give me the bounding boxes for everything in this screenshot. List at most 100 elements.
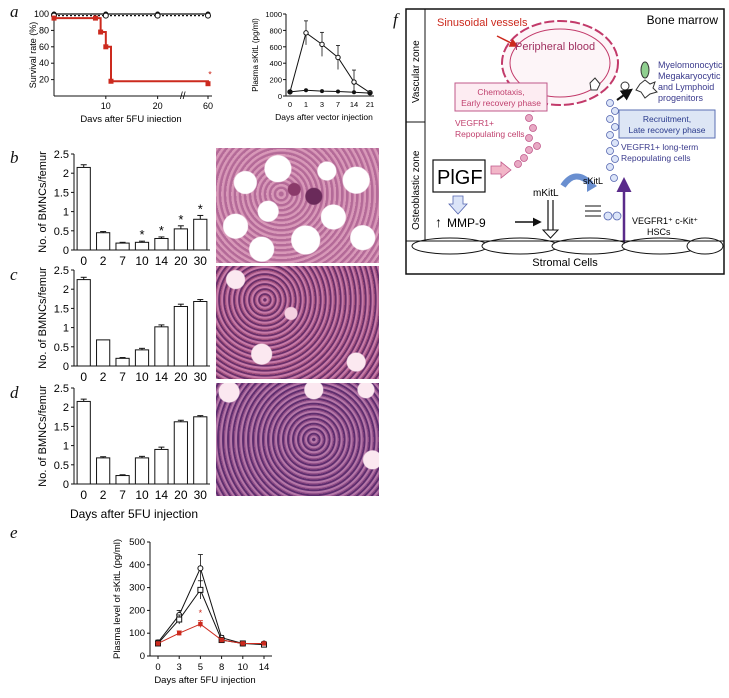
x-axis-label: Days after 5FU injection — [70, 507, 198, 521]
bar — [76, 400, 91, 485]
y-tick-label: 2.5 — [54, 265, 69, 277]
bar — [115, 357, 130, 367]
y-tick-label: 400 — [269, 59, 282, 68]
panel-label-b: b — [10, 148, 19, 167]
panel-label-a: a — [10, 2, 19, 21]
y-tick-label: 1.5 — [54, 303, 69, 315]
plasma-skitl-chart-e: 0 100 200 300 400 500 0 3 5 8 10 14 Plasma level of … — [112, 537, 272, 686]
y-tick-label: 200 — [269, 76, 282, 85]
x-tick-label: 0 — [155, 662, 160, 673]
bar — [154, 448, 169, 485]
survival-point — [205, 12, 211, 19]
histology-image-b — [216, 148, 379, 263]
significance-mark: * — [178, 212, 183, 227]
significance-mark: * — [139, 227, 144, 242]
bar — [115, 242, 130, 251]
y-axis-label: No. of BMNCs/femur — [37, 267, 49, 369]
y-axis-label: Plasma level of sKitL (pg/ml) — [112, 539, 123, 659]
bar — [96, 339, 111, 367]
x-tick-label: 8 — [219, 662, 224, 673]
y-tick-label: 400 — [129, 560, 145, 571]
y-axis-label: No. of BMNCs/femur — [37, 151, 49, 253]
chemotaxis-line2: Early recovery phase — [461, 98, 541, 108]
bar — [96, 232, 111, 251]
bar — [134, 241, 150, 251]
x-tick-label: 20 — [153, 101, 163, 111]
progenitor-cell — [640, 61, 650, 79]
y-tick-label: 0.5 — [54, 342, 69, 354]
vessel-arrow — [496, 35, 519, 47]
plasma-skitl-chart: 0 200 400 600 800 1000 0 1 3 7 14 21 Plasma sKitL (p… — [251, 10, 374, 122]
y-tick-label: 2 — [63, 168, 69, 180]
skitl-label: sKitL — [583, 176, 603, 186]
y-tick-label: 40 — [39, 58, 49, 68]
x-tick-label: 7 — [336, 100, 340, 109]
data-point — [176, 616, 183, 623]
x-tick-label: 7 — [119, 370, 126, 382]
y-tick-label: 0.5 — [54, 226, 69, 238]
survival-point — [154, 12, 161, 19]
data-point — [240, 641, 245, 646]
plgf-label: PlGF — [437, 167, 483, 189]
x-tick-label: 3 — [177, 662, 182, 673]
recruitment-line1: Recruitment, — [643, 114, 691, 124]
x-tick-label: 21 — [366, 100, 374, 109]
survival-point — [103, 44, 109, 50]
y-tick-label: 2 — [63, 284, 69, 296]
y-tick-label: 800 — [269, 26, 282, 35]
bar — [115, 475, 130, 485]
y-tick-label: 0 — [63, 361, 69, 373]
bar — [173, 305, 188, 367]
series-line — [157, 623, 264, 644]
significance-mark: * — [208, 70, 212, 80]
y-tick-label: 0 — [140, 651, 145, 662]
survival-point — [205, 81, 211, 87]
x-tick-label: 0 — [80, 488, 87, 502]
y-axis-label: Plasma sKitL (pg/ml) — [251, 18, 260, 92]
megakaryocyte-cell — [635, 79, 658, 99]
longterm-line2: Repopulating cells — [621, 153, 690, 163]
y-tick-label: 2 — [63, 402, 69, 414]
y-tick-label: 1.5 — [54, 187, 69, 199]
x-tick-label: 2 — [100, 370, 107, 382]
osteoblastic-zone-label: Osteoblastic zone — [411, 150, 422, 230]
x-tick-label: 7 — [119, 254, 126, 266]
blue-cells — [603, 99, 622, 221]
data-point — [177, 631, 182, 636]
survival-point — [102, 12, 109, 19]
bar — [193, 218, 208, 251]
plasma-point — [320, 89, 324, 94]
bar — [134, 457, 150, 485]
y-tick-label: 1000 — [265, 10, 282, 19]
bar — [193, 416, 208, 485]
plasma-point — [319, 41, 325, 48]
plasma-point — [352, 90, 356, 95]
x-tick-label: 10 — [135, 254, 149, 266]
significance-mark: * — [199, 608, 203, 618]
stromal-cells-label: Stromal Cells — [532, 257, 598, 269]
plgf-down-arrow — [448, 195, 468, 215]
bone-marrow-diagram: Bone marrow Vascular zone Osteoblastic z… — [405, 8, 725, 275]
x-tick-label: 0 — [288, 100, 292, 109]
plasma-line — [289, 89, 371, 94]
bar — [96, 457, 111, 485]
bar — [193, 300, 208, 367]
x-axis-label: Days after 5FU injection — [80, 114, 181, 122]
x-tick-label: 3 — [320, 100, 324, 109]
vegfr1-rep-line1: VEGFR1+ — [455, 118, 494, 128]
progenitors-line1: Myelomonocytic — [658, 60, 723, 70]
significance-mark: * — [198, 201, 203, 216]
peripheral-blood-label: Peripheral blood — [515, 41, 595, 53]
x-tick-label: 10 — [135, 370, 149, 382]
plasma-point — [303, 30, 309, 36]
data-point — [155, 641, 161, 646]
plasma-point — [335, 54, 341, 61]
x-tick-label: 2 — [100, 488, 107, 502]
x-axis-label: Days after vector injection — [275, 112, 373, 122]
y-tick-label: 200 — [129, 605, 145, 616]
x-tick-label: 20 — [174, 370, 188, 382]
y-tick-label: 600 — [269, 43, 282, 52]
panel-label-f: f — [393, 10, 398, 29]
data-point — [261, 641, 267, 646]
